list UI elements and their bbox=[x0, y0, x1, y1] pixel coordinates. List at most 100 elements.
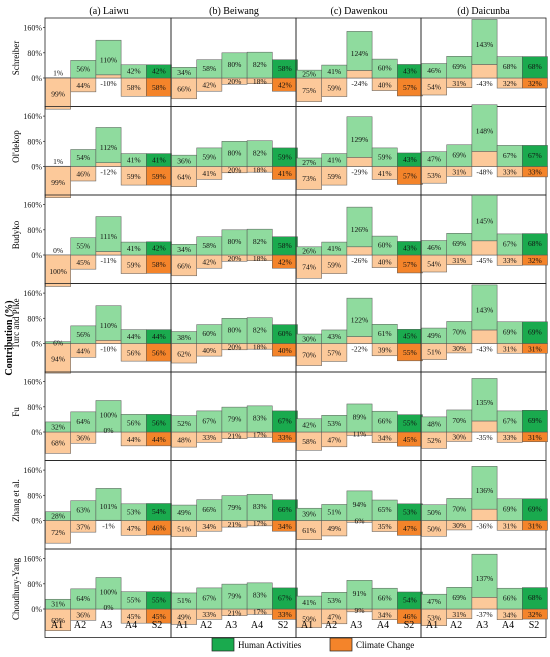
human-data-label: 48% bbox=[427, 420, 441, 429]
human-data-label: 100% bbox=[100, 411, 118, 420]
row-label: Turc and Pike bbox=[11, 298, 21, 348]
climate-data-label: 44% bbox=[76, 346, 90, 355]
climate-bar bbox=[471, 151, 498, 167]
human-data-label: 145% bbox=[476, 216, 494, 225]
climate-data-label: 45% bbox=[127, 612, 141, 621]
climate-data-label: -24% bbox=[351, 79, 367, 88]
human-data-label: 68% bbox=[528, 239, 542, 248]
climate-data-label: -12% bbox=[100, 168, 116, 177]
human-data-label: 56% bbox=[76, 64, 90, 73]
climate-data-label: 48% bbox=[177, 436, 191, 445]
x-tick-label: A3 bbox=[476, 620, 488, 631]
climate-data-label: 31% bbox=[528, 521, 542, 530]
row-label: Fu bbox=[11, 407, 21, 417]
human-data-label: 67% bbox=[202, 416, 216, 425]
x-tick-label: A3 bbox=[225, 620, 237, 631]
human-data-label: 111% bbox=[100, 232, 117, 241]
climate-data-label: 33% bbox=[503, 256, 517, 265]
human-data-label: 47% bbox=[427, 597, 441, 606]
climate-bar bbox=[45, 343, 71, 374]
climate-data-label: 40% bbox=[378, 257, 392, 266]
human-data-label: 82% bbox=[253, 325, 267, 334]
human-bar bbox=[522, 410, 548, 433]
human-data-label: 45% bbox=[403, 332, 417, 341]
climate-data-label: 50% bbox=[427, 524, 441, 533]
climate-data-label: 21% bbox=[228, 608, 242, 617]
climate-data-label: 41% bbox=[202, 169, 216, 178]
climate-data-label: -43% bbox=[476, 79, 492, 88]
human-bar bbox=[221, 406, 248, 433]
climate-data-label: 34% bbox=[202, 522, 216, 531]
climate-bar bbox=[95, 74, 122, 79]
climate-data-label: 59% bbox=[127, 172, 141, 181]
human-data-label: 43% bbox=[403, 155, 417, 164]
human-data-label: 68% bbox=[503, 62, 517, 71]
human-data-label: 55% bbox=[403, 418, 417, 427]
human-data-label: 54% bbox=[76, 153, 90, 162]
human-data-label: 43% bbox=[403, 244, 417, 253]
human-data-label: 69% bbox=[528, 505, 542, 514]
human-bar bbox=[471, 194, 498, 242]
human-bar bbox=[221, 583, 248, 610]
row-label: Choudhury-Yang bbox=[11, 557, 21, 620]
climate-data-label: 40% bbox=[202, 346, 216, 355]
climate-data-label: 11% bbox=[353, 429, 366, 438]
climate-data-label: 34% bbox=[278, 522, 292, 531]
human-data-label: 80% bbox=[228, 326, 242, 335]
human-data-label: 110% bbox=[100, 321, 117, 330]
climate-data-label: 42% bbox=[278, 258, 292, 267]
climate-data-label: 21% bbox=[228, 520, 242, 529]
climate-data-label: 36% bbox=[76, 611, 90, 620]
y-tick-label: 0% bbox=[31, 74, 42, 83]
y-tick-label: 160% bbox=[23, 555, 42, 564]
climate-data-label: 41% bbox=[278, 169, 292, 178]
human-data-label: 44% bbox=[127, 332, 141, 341]
x-tick-label: A2 bbox=[450, 620, 462, 631]
climate-data-label: 33% bbox=[202, 610, 216, 619]
human-bar bbox=[272, 236, 298, 256]
climate-data-label: -1% bbox=[102, 522, 115, 531]
human-bar bbox=[95, 577, 122, 610]
human-data-label: 46% bbox=[427, 243, 441, 252]
x-tick-label: A2 bbox=[200, 620, 212, 631]
climate-data-label: 54% bbox=[427, 260, 441, 269]
climate-data-label: 53% bbox=[427, 613, 441, 622]
x-tick-label: A4 bbox=[251, 620, 263, 631]
climate-data-label: -22% bbox=[351, 345, 367, 354]
climate-data-label: 42% bbox=[202, 81, 216, 90]
y-tick-label: 0% bbox=[31, 163, 42, 172]
y-tick-label: 80% bbox=[27, 580, 42, 589]
human-data-label: 67% bbox=[503, 239, 517, 248]
climate-data-label: 34% bbox=[378, 433, 392, 442]
climate-data-label: 31% bbox=[503, 344, 517, 353]
human-data-label: 27% bbox=[302, 158, 316, 167]
human-data-label: 70% bbox=[452, 416, 466, 425]
climate-data-label: 58% bbox=[152, 260, 166, 269]
climate-data-label: 18% bbox=[253, 254, 267, 263]
human-bar bbox=[522, 498, 548, 521]
climate-data-label: 20% bbox=[228, 166, 242, 175]
human-data-label: 79% bbox=[228, 591, 242, 600]
human-bar bbox=[346, 490, 373, 521]
climate-data-label: 47% bbox=[127, 524, 141, 533]
climate-data-label: 17% bbox=[253, 519, 267, 528]
climate-data-label: 41% bbox=[378, 169, 392, 178]
human-data-label: 34% bbox=[177, 245, 191, 254]
human-data-label: 56% bbox=[127, 418, 141, 427]
y-tick-label: 80% bbox=[27, 226, 42, 235]
human-data-label: 51% bbox=[177, 596, 191, 605]
climate-data-label: 46% bbox=[403, 612, 417, 621]
y-tick-label: 160% bbox=[23, 201, 42, 210]
climate-bar bbox=[471, 240, 498, 256]
y-tick-label: 160% bbox=[23, 112, 42, 121]
human-data-label: 58% bbox=[202, 64, 216, 73]
column-title: (d) Daicunba bbox=[457, 6, 510, 17]
row-label: Ol'dekop bbox=[11, 130, 21, 163]
x-tick-label: S2 bbox=[404, 620, 415, 631]
x-tick-label: A4 bbox=[502, 620, 514, 631]
climate-bar bbox=[346, 157, 373, 167]
y-tick-label: 160% bbox=[23, 378, 42, 387]
human-bar bbox=[346, 31, 373, 71]
climate-data-label: 51% bbox=[177, 525, 191, 534]
human-data-label: 1% bbox=[53, 69, 63, 78]
